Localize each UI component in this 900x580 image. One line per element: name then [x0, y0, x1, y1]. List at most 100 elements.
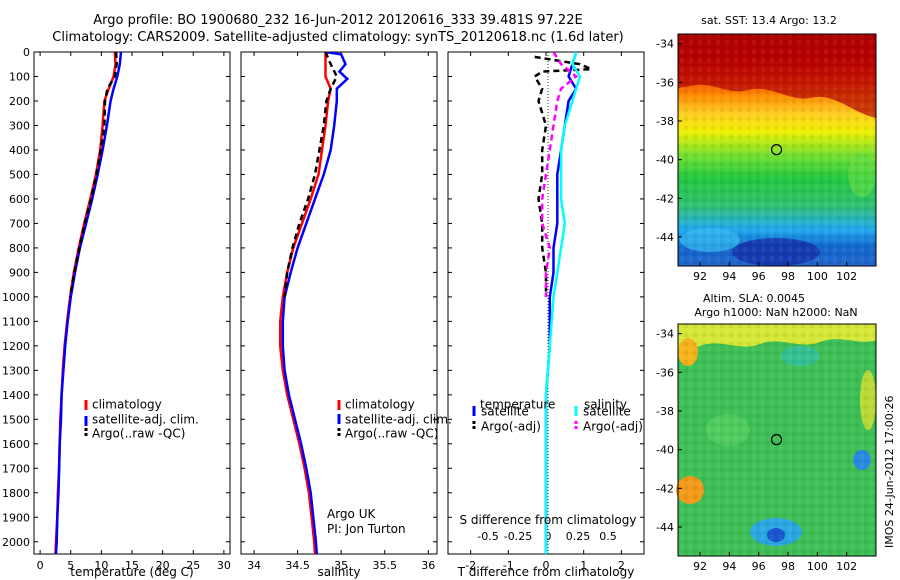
- legend-label-argo: Argo(..raw -QC): [92, 427, 185, 441]
- depth-tick-label: 1200: [2, 340, 30, 353]
- difference-xlabel: T difference from climatology: [457, 565, 635, 579]
- legend-label-argo: Argo(..raw -QC): [345, 427, 438, 441]
- lon-tick-label: 92: [693, 560, 707, 573]
- temperature-xlabel: temperature (deg C): [70, 565, 193, 579]
- legend-label-temp-satellite: satellite: [481, 405, 529, 419]
- lon-tick-label: 98: [781, 270, 795, 283]
- depth-tick-label: 1600: [2, 438, 30, 451]
- x-tick-label: 25: [186, 559, 200, 572]
- depth-tick-label: 600: [9, 193, 30, 206]
- x-tick-label: 34.5: [285, 559, 310, 572]
- depth-tick-label: 1500: [2, 413, 30, 426]
- depth-tick-label: 2000: [2, 536, 30, 549]
- series-line-argo-adj: [540, 52, 579, 297]
- difference-top-xlabel: S difference from climatology: [460, 513, 637, 527]
- temperature-profiles: [54, 52, 123, 554]
- lat-tick-label: -34: [656, 38, 674, 51]
- lat-tick-label: -38: [656, 115, 674, 128]
- lat-tick-label: -34: [656, 328, 674, 341]
- x-tick-label: 0: [543, 559, 550, 572]
- lon-tick-label: 94: [722, 560, 736, 573]
- legend-label-temp-argo: Argo(-adj): [481, 420, 541, 434]
- depth-tick-label: 1100: [2, 315, 30, 328]
- x-tick-label: 35.5: [372, 559, 397, 572]
- x-tick-label: 10: [94, 559, 108, 572]
- x-tick-label: 0: [37, 559, 44, 572]
- sla-map-title: Altim. SLA: 0.0045: [703, 292, 805, 305]
- depth-tick-label: 100: [9, 70, 30, 83]
- lon-tick-label: 102: [836, 560, 857, 573]
- depth-tick-label: 700: [9, 217, 30, 230]
- depth-tick-label: 1800: [2, 487, 30, 500]
- difference-profiles: [532, 52, 592, 554]
- sla-map-subtitle: Argo h1000: NaN h2000: NaN: [694, 306, 857, 319]
- legend-label-climatology: climatology: [92, 398, 162, 412]
- lat-tick-label: -38: [656, 405, 674, 418]
- depth-tick-label: 1700: [2, 462, 30, 475]
- salinity-legend: climatology satellite-adj. clim. Argo(..…: [337, 398, 452, 441]
- x-tick-label: 1: [580, 559, 587, 572]
- lat-tick-label: -36: [656, 366, 674, 379]
- temperature-x-axis: 0 5 10 15 20 25 30: [37, 51, 231, 572]
- legend-label-sal-argo: Argo(-adj): [583, 420, 643, 434]
- salinity-profiles: [278, 52, 350, 554]
- depth-tick-label: 500: [9, 168, 30, 181]
- lat-tick-label: -42: [656, 192, 674, 205]
- annotation-argo-uk: Argo UK: [327, 507, 376, 521]
- figure-title-line1: Argo profile: BO 1900680_232 16-Jun-2012…: [93, 13, 582, 28]
- series-line-satellite-adj-clim: [54, 52, 123, 554]
- depth-tick-label: 1400: [2, 389, 30, 402]
- legend-header-temperature: temperature: [480, 398, 555, 412]
- lat-tick-label: -40: [656, 154, 674, 167]
- sla-profile-marker: [770, 434, 783, 446]
- lon-tick-label: 100: [807, 270, 828, 283]
- lat-tick-label: -36: [656, 76, 674, 89]
- difference-legend: temperature salinity satellite Argo(-adj…: [472, 398, 643, 434]
- top-x-tick-label: 0.5: [599, 530, 617, 543]
- lon-tick-label: 94: [722, 270, 736, 283]
- salinity-xlabel: salinity: [317, 565, 360, 579]
- depth-tick-label: 300: [9, 119, 30, 132]
- x-tick-label: 35: [334, 559, 348, 572]
- x-tick-label: 15: [125, 559, 139, 572]
- temperature-legend: climatology satellite-adj. clim. Argo(..…: [84, 398, 199, 441]
- lat-tick-label: -44: [656, 521, 674, 534]
- annotation-pi: PI: Jon Turton: [327, 522, 406, 536]
- lon-tick-label: 96: [752, 560, 766, 573]
- imos-watermark: IMOS 24-Jun-2012 17:00:26: [883, 395, 896, 548]
- x-tick-label: 20: [156, 559, 170, 572]
- top-x-tick-label: -0.5: [477, 530, 498, 543]
- top-x-tick-label: 0.25: [566, 530, 591, 543]
- difference-top-x-axis: -0.5 -0.25 0 0.25 0.5: [477, 530, 616, 543]
- depth-tick-label: 200: [9, 95, 30, 108]
- x-tick-label: -1: [503, 559, 514, 572]
- salinity-x-axis: 34 34.5 35 35.5 36: [241, 51, 437, 572]
- top-x-tick-label: -0.25: [504, 530, 532, 543]
- lat-tick-label: -44: [656, 231, 674, 244]
- legend-label-sal-satellite: satellite: [583, 405, 631, 419]
- depth-tick-label: 900: [9, 266, 30, 279]
- x-tick-label: 30: [217, 559, 231, 572]
- series-line-climatology: [278, 52, 333, 554]
- legend-label-satellite: satellite-adj. clim.: [92, 413, 199, 427]
- series-line-argo-raw-qc: [283, 52, 339, 298]
- x-tick-label: 5: [67, 559, 74, 572]
- depth-tick-label: 0: [23, 46, 30, 59]
- series-line-satellite: [544, 52, 582, 554]
- lon-tick-label: 92: [693, 270, 707, 283]
- lat-tick-label: -40: [656, 444, 674, 457]
- sst-map: [677, 33, 877, 267]
- lon-tick-label: 100: [807, 560, 828, 573]
- depth-tick-label: 1300: [2, 364, 30, 377]
- depth-tick-label: 1900: [2, 511, 30, 524]
- depth-tick-label: 400: [9, 144, 30, 157]
- sla-map-axes: 92 94 96 98 100 102 -34 -36 -38 -40 -42 -44: [656, 328, 857, 573]
- x-tick-label: -2: [465, 559, 476, 572]
- sla-map: [676, 323, 877, 557]
- lon-tick-label: 98: [781, 560, 795, 573]
- legend-header-salinity: salinity: [584, 398, 627, 412]
- legend-label-satellite: satellite-adj. clim.: [345, 413, 452, 427]
- depth-axis: 0 100 200 300 400 500 600 700 800 900 1000 1100 1200…: [2, 46, 38, 549]
- sst-texture: [678, 34, 876, 266]
